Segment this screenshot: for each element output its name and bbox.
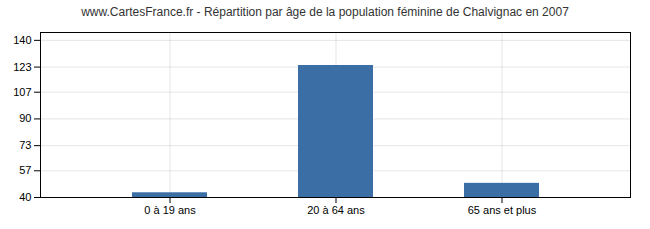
svg-text:123: 123 [13,61,31,73]
svg-text:65 ans et plus: 65 ans et plus [468,204,537,216]
svg-text:73: 73 [19,139,31,151]
svg-text:20 à 64 ans: 20 à 64 ans [307,204,365,216]
svg-text:90: 90 [19,112,31,124]
html-text:www.CartesFrance.fr - Répartit: www.CartesFrance.fr - Répartition par âg… [81,5,569,19]
svg-text:0 à 19 ans: 0 à 19 ans [144,204,196,216]
svg-text:57: 57 [19,164,31,176]
svg-text:40: 40 [19,191,31,203]
svg-text:107: 107 [13,86,31,98]
svg-text:140: 140 [13,34,31,46]
